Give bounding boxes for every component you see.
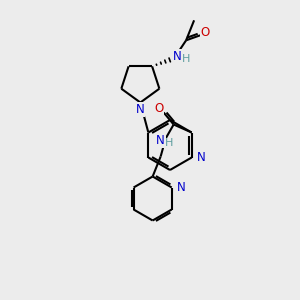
Text: H: H bbox=[164, 139, 173, 148]
Text: H: H bbox=[182, 54, 190, 64]
Text: O: O bbox=[200, 26, 210, 39]
Text: N: N bbox=[136, 103, 145, 116]
Text: N: N bbox=[177, 181, 185, 194]
Text: N: N bbox=[197, 151, 206, 164]
Text: O: O bbox=[154, 102, 163, 115]
Text: N: N bbox=[156, 134, 165, 147]
Text: N: N bbox=[173, 50, 182, 63]
